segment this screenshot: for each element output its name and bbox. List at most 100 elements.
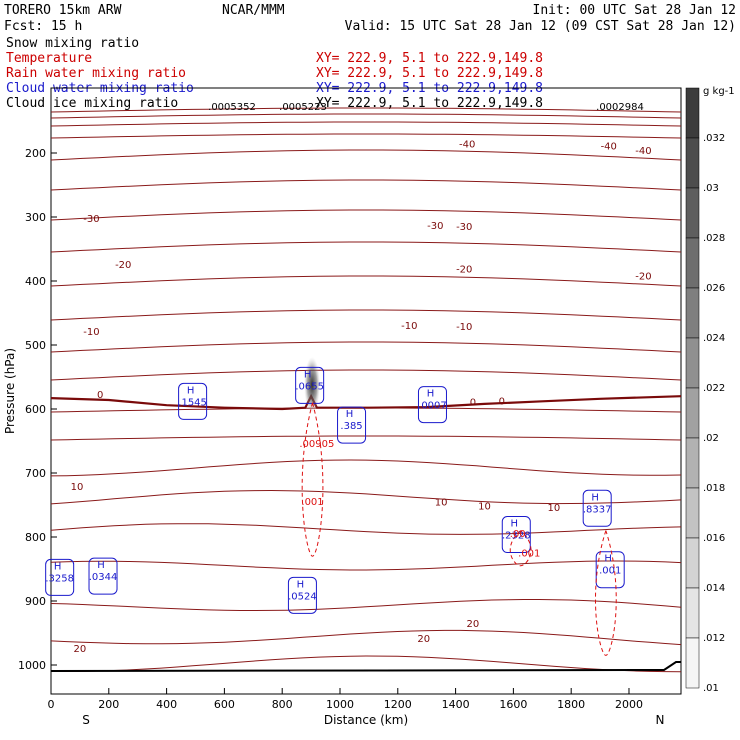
temperature-label: -10: [456, 322, 472, 333]
colorbar-tick-label: .024: [703, 333, 725, 344]
isotherm-line: [50, 459, 682, 477]
snow-mixing-ratio-max: [304, 357, 321, 413]
colorbar-bin: [685, 187, 700, 239]
y-tick-label: 400: [25, 275, 46, 288]
y-tick-label: 500: [25, 339, 46, 352]
cross-section-coords: XY= 222.9, 5.1 to 222.9,149.8: [316, 96, 543, 111]
south-label: S: [82, 713, 90, 727]
y-tick-label: 200: [25, 147, 46, 160]
cloud-water-value: .385: [340, 421, 362, 432]
rain-water-contour: [509, 530, 532, 567]
max-marker-h: H: [591, 492, 599, 503]
cloud-water-contour: [295, 366, 325, 404]
rain-water-value: .001: [301, 497, 323, 508]
x-tick-label: 200: [98, 698, 119, 711]
cross-section-coords: XY= 222.9, 5.1 to 222.9,149.8: [316, 66, 543, 81]
temperature-label: -30: [427, 221, 443, 232]
colorbar-bin: [685, 137, 700, 189]
header: TORERO 15km ARW NCAR/MMM Init: 00 UTC Sa…: [4, 3, 736, 34]
isotherm-line: [50, 523, 682, 535]
y-axis-title: Pressure (hPa): [3, 348, 17, 434]
temperature-label: -20: [115, 260, 131, 271]
temperature-label: -20: [635, 272, 651, 283]
x-tick-label: 0: [48, 698, 55, 711]
x-tick-label: 800: [272, 698, 293, 711]
x-tick-label: 1400: [442, 698, 470, 711]
temperature-label: 0: [470, 398, 476, 409]
isotherm-line: [50, 149, 682, 161]
temperature-label: 0: [499, 396, 505, 407]
isotherm-line: [50, 121, 682, 127]
max-marker-h: H: [346, 409, 354, 420]
isotherm-line: [50, 241, 682, 253]
colorbar-tick-label: .032: [703, 133, 725, 144]
top-row-value: .0002984: [596, 102, 644, 113]
init-time: Init: 00 UTC Sat 28 Jan 12: [533, 3, 737, 18]
colorbar-bin: [685, 237, 700, 289]
max-marker-h: H: [604, 554, 612, 565]
colorbar-bin: [685, 587, 700, 639]
colorbar-tick-label: .012: [703, 633, 725, 644]
isotherm-line: [50, 560, 682, 571]
cloud-water-contours: [45, 366, 625, 614]
x-tick-label: 1600: [499, 698, 527, 711]
isotherm-line: [50, 369, 682, 381]
x-axis-title: Distance (km): [324, 713, 408, 727]
y-tick-label: 700: [25, 467, 46, 480]
temperature-label: -40: [635, 146, 651, 157]
colorbar-tick-label: .028: [703, 233, 725, 244]
colorbar-tick-label: .03: [703, 183, 719, 194]
isotherm-line: [50, 209, 682, 221]
colorbar-bin: [685, 537, 700, 589]
cloud-water-contour: [582, 489, 612, 527]
colorbar-tick-label: .014: [703, 583, 725, 594]
cloud-water-value: .001: [599, 566, 621, 577]
max-marker-h: H: [54, 561, 62, 572]
temperature-label: 20: [74, 644, 87, 655]
rain-water-value: .00905: [299, 439, 334, 450]
field-name: Temperature: [6, 51, 92, 66]
cloud-water-contour: [45, 558, 75, 596]
temperature-label: 10: [547, 503, 560, 514]
colorbar-tick-label: .02: [703, 433, 719, 444]
isotherm-line: [50, 341, 682, 353]
x-tick-label: 1000: [326, 698, 354, 711]
x-tick-label: 400: [156, 698, 177, 711]
x-tick-label: 600: [214, 698, 235, 711]
colorbar-tick-label: .01: [703, 683, 719, 694]
y-tick-label: 600: [25, 403, 46, 416]
cloud-water-contour: [501, 516, 531, 554]
isotherm-line: [50, 179, 682, 191]
colorbar-bin: [685, 487, 700, 539]
valid-time: Valid: 15 UTC Sat 28 Jan 12 (09 CST Sat …: [345, 19, 736, 34]
temperature-label: 10: [478, 501, 491, 512]
north-label: N: [656, 713, 665, 727]
colorbar-tick-label: .018: [703, 483, 725, 494]
rain-water-contour: [301, 402, 324, 557]
temperature-label: 0: [97, 390, 103, 401]
isotherm-line: [50, 113, 682, 119]
rain-water-value: .001: [518, 549, 540, 560]
cloud-water-contour: [417, 386, 447, 424]
x-tick-label: 1200: [384, 698, 412, 711]
rain-water-contours: [301, 402, 617, 656]
x-tick-label: 2000: [615, 698, 643, 711]
isotherm-line: [50, 133, 682, 139]
isotherm-line: [50, 599, 682, 611]
cloud-water-value: .0655: [295, 381, 324, 392]
colorbar-bin: [685, 87, 700, 139]
field-name: Rain water mixing ratio: [6, 66, 186, 81]
rain-water-contour: [595, 530, 617, 656]
cloud-water-contour: [178, 382, 208, 420]
y-tick-label: 900: [25, 595, 46, 608]
max-marker-h: H: [297, 579, 305, 590]
colorbar-bin: [685, 637, 700, 689]
top-row-value: .0005352: [208, 102, 256, 113]
isotherm-line: [50, 309, 682, 321]
temperature-label: -30: [456, 222, 472, 233]
colorbar-bin: [685, 337, 700, 389]
colorbar-bin: [685, 387, 700, 439]
field-name: Snow mixing ratio: [6, 36, 139, 51]
colorbar-bin: [685, 437, 700, 489]
